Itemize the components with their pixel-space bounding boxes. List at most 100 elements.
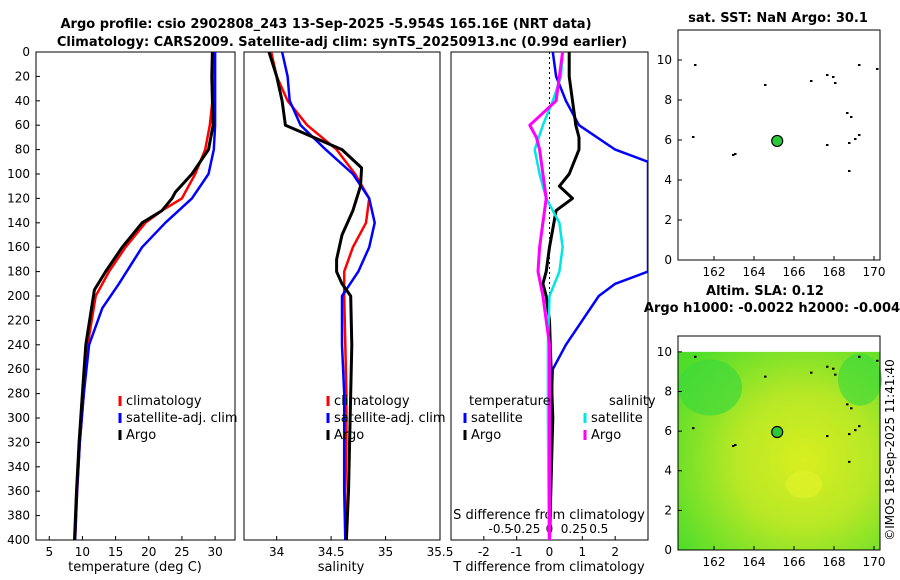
series-line-difference-t-argo xyxy=(541,52,581,540)
island-mark xyxy=(850,407,853,410)
island-mark xyxy=(734,443,737,446)
legend-label: climatology xyxy=(334,394,410,409)
sst-ytick-label: 10 xyxy=(657,53,672,67)
island-mark xyxy=(810,371,813,374)
island-mark xyxy=(826,365,829,368)
sst-xtick-label: 170 xyxy=(863,265,886,279)
sst-ytick-label: 4 xyxy=(664,173,672,187)
legend-label: Argo xyxy=(126,428,156,443)
sla-frame xyxy=(677,335,881,551)
xlabel-temperature: temperature (deg C) xyxy=(68,560,202,575)
ytick-label: 120 xyxy=(7,191,30,205)
xtick-label-salinity: 35.5 xyxy=(427,545,454,559)
sla-blob xyxy=(838,353,882,406)
sla-xtick-label: 166 xyxy=(783,555,806,569)
sla-ytick-label: 6 xyxy=(664,424,672,438)
sla-map-title-1: Altim. SLA: 0.12 xyxy=(706,284,824,299)
legend-label: satellite xyxy=(591,411,643,426)
xtick-top-label: 0.5 xyxy=(589,522,608,536)
series-line-salinity-argo xyxy=(267,52,364,540)
island-mark xyxy=(732,444,735,447)
xtick-label-difference: 2 xyxy=(611,545,619,559)
legend-label: Argo xyxy=(334,428,364,443)
xtick-label-temperature: 30 xyxy=(207,545,222,559)
sla-ytick-label: 8 xyxy=(664,384,672,398)
xlabel-salinity: salinity xyxy=(318,560,365,575)
ytick-label: 320 xyxy=(7,435,30,449)
xtick-label-temperature: 5 xyxy=(45,545,53,559)
island-mark xyxy=(692,136,695,138)
sla-argo-location-marker xyxy=(771,425,784,439)
xtick-label-salinity: 35 xyxy=(378,545,393,559)
sla-ytick-label: 2 xyxy=(664,503,672,517)
island-mark xyxy=(832,367,835,370)
xtick-label-difference: -2 xyxy=(478,545,490,559)
ytick-label: 160 xyxy=(7,240,30,254)
title-line-2: Climatology: CARS2009. Satellite-adj cli… xyxy=(57,35,627,50)
ytick-label: 280 xyxy=(7,387,30,401)
xtick-label-salinity: 34.5 xyxy=(318,545,345,559)
island-mark xyxy=(848,433,851,436)
island-mark xyxy=(694,355,697,358)
sla-ytick-label: 4 xyxy=(664,464,672,478)
island-mark xyxy=(846,403,849,406)
xtick-label-difference: 1 xyxy=(579,545,587,559)
island-mark xyxy=(692,427,695,430)
xtick-label-difference: 0 xyxy=(546,545,554,559)
series-line-temperature-argo xyxy=(73,52,215,540)
island-mark xyxy=(832,76,835,78)
series-line-temperature-climatology xyxy=(73,52,216,540)
island-mark xyxy=(858,355,861,358)
ytick-label: 80 xyxy=(15,143,30,157)
legend-label: satellite xyxy=(471,411,523,426)
island-mark xyxy=(826,144,829,146)
ytick-label: 220 xyxy=(7,313,30,327)
legend-label: satellite-adj. clim xyxy=(126,411,238,426)
island-mark xyxy=(764,84,767,86)
sst-frame xyxy=(677,29,881,261)
ytick-label: 140 xyxy=(7,216,30,230)
side-stamp: ©IMOS 18-Sep-2025 11:41:40 xyxy=(883,359,897,541)
island-mark xyxy=(850,116,853,118)
ytick-label: 300 xyxy=(7,411,30,425)
xtick-label-temperature: 10 xyxy=(75,545,90,559)
sst-ytick-label: 8 xyxy=(664,93,672,107)
ytick-label: 260 xyxy=(7,362,30,376)
xtick-top-label: 0.25 xyxy=(561,522,588,536)
series-line-difference-t-satellite xyxy=(548,52,648,540)
xtick-label-temperature: 15 xyxy=(108,545,123,559)
series-line-salinity-satellite-adj-clim xyxy=(280,52,376,540)
island-mark xyxy=(858,134,861,136)
island-mark xyxy=(854,429,857,432)
series-line-salinity-climatology xyxy=(269,52,371,540)
panel-frame-salinity xyxy=(243,51,441,541)
island-mark xyxy=(848,142,851,144)
island-mark xyxy=(826,74,829,76)
island-mark xyxy=(858,64,861,66)
ytick-label: 380 xyxy=(7,509,30,523)
sla-ytick-label: 0 xyxy=(664,543,672,557)
series-line-difference-s-argo xyxy=(528,52,565,540)
xtick-label-salinity: 34 xyxy=(269,545,284,559)
island-mark xyxy=(732,154,735,156)
sla-ytick-label: 10 xyxy=(657,345,672,359)
xlabel-difference: T difference from climatology xyxy=(452,560,645,575)
legend-label: Argo xyxy=(591,428,621,443)
island-mark xyxy=(876,68,879,70)
sla-xtick-label: 164 xyxy=(743,555,766,569)
ytick-label: 40 xyxy=(15,94,30,108)
legend-label: satellite-adj. clim xyxy=(334,411,446,426)
sst-ytick-label: 2 xyxy=(664,213,672,227)
island-mark xyxy=(876,359,879,362)
island-mark xyxy=(848,170,851,172)
xtick-top-label: -0.25 xyxy=(509,522,540,536)
sla-xtick-label: 170 xyxy=(863,555,886,569)
island-mark xyxy=(694,64,697,66)
legend-label: Argo xyxy=(471,428,501,443)
ytick-label: 360 xyxy=(7,484,30,498)
island-mark xyxy=(858,425,861,428)
ytick-label: 200 xyxy=(7,289,30,303)
title-line-1: Argo profile: csio 2902808_243 13-Sep-20… xyxy=(60,17,591,32)
sla-blob xyxy=(786,470,822,499)
legend-title: salinity xyxy=(609,394,656,409)
